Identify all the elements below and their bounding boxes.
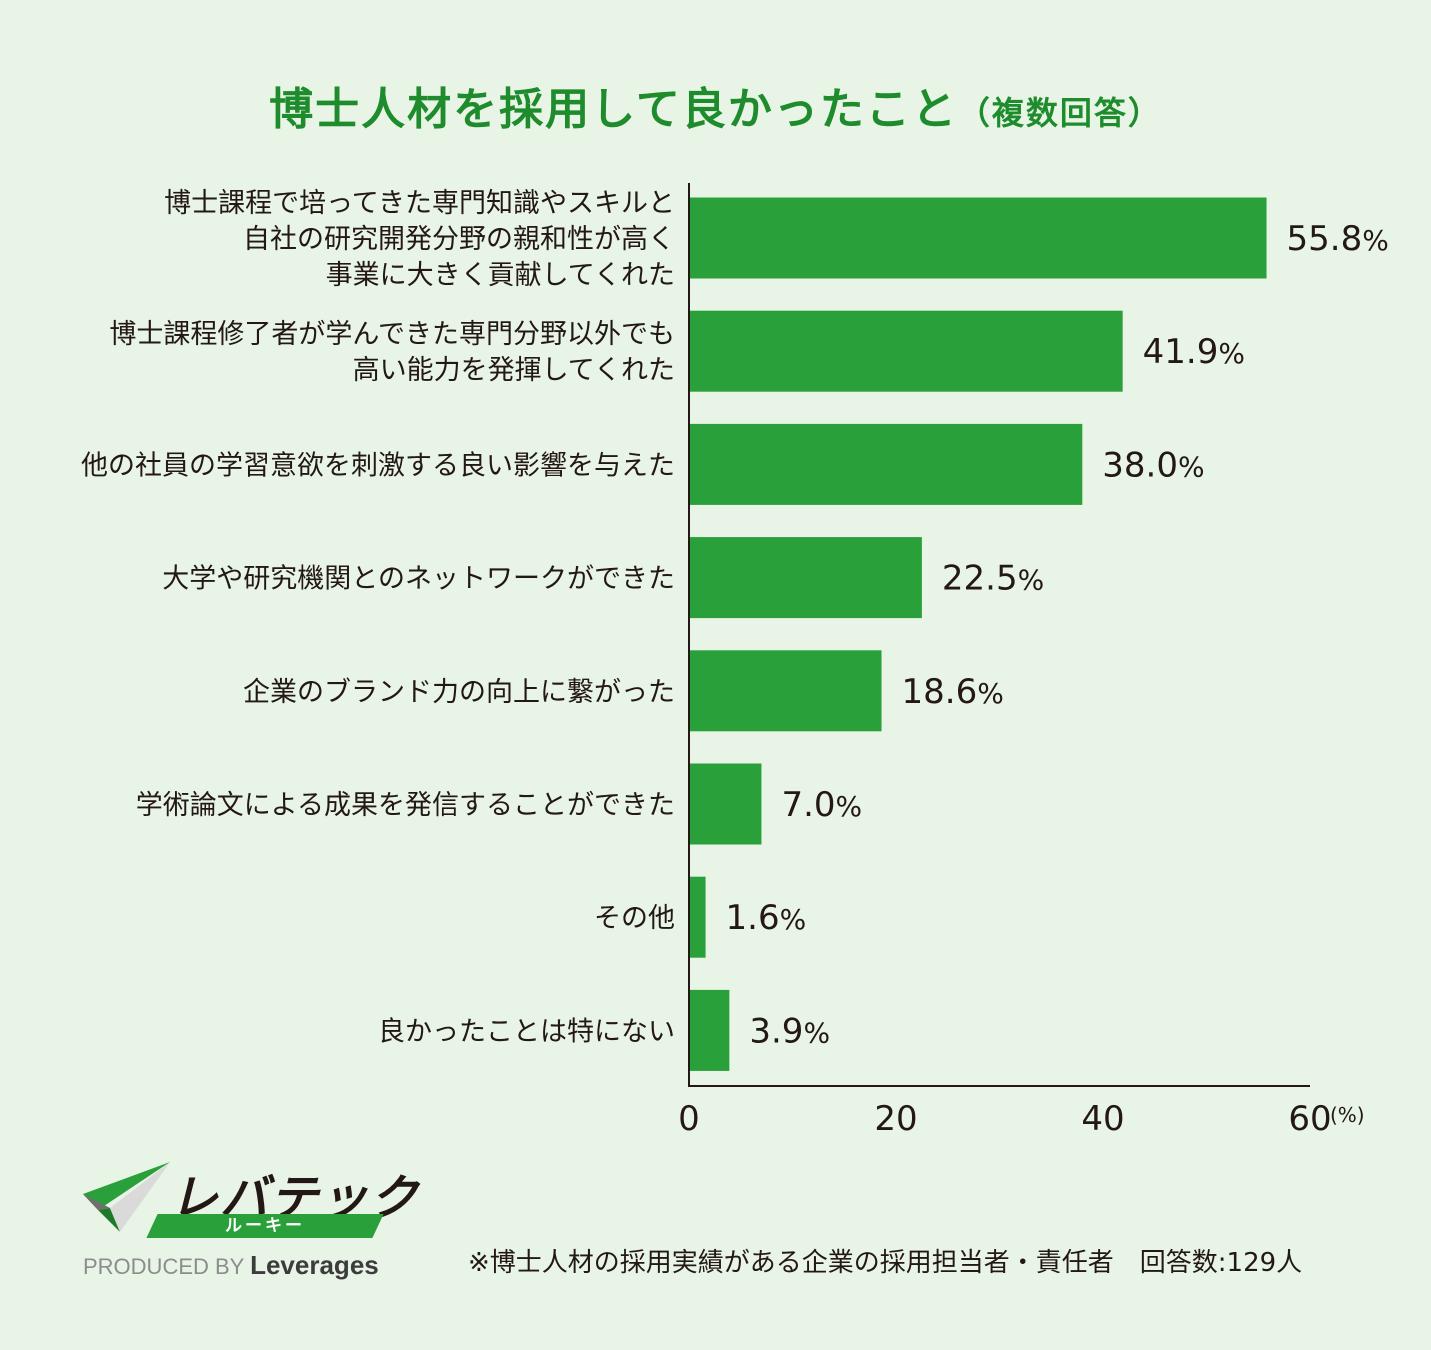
footnote: ※博士人材の採用実績がある企業の採用担当者・責任者 回答数:129人 — [468, 1248, 1303, 1278]
bar-chart: 55.8% 博士課程で培ってきた専門知識やスキルと自社の研究開発分野の親和性が高く… — [81, 183, 1389, 1139]
value-label: 41.9% — [1143, 332, 1245, 372]
category-label: 博士課程で培ってきた専門知識やスキルと自社の研究開発分野の親和性が高く事業に大き… — [164, 188, 675, 291]
produced-by: PRODUCED BY Leverages — [83, 1250, 379, 1281]
bar — [689, 197, 1267, 279]
category-label: 良かったことは特にない — [378, 1016, 675, 1047]
category-label: 博士課程修了者が学んできた専門分野以外でも高い能力を発揮してくれた — [109, 319, 675, 386]
produced-by-label: PRODUCED BY — [83, 1254, 244, 1279]
x-tick-label: 0 — [678, 1099, 700, 1139]
bar — [689, 876, 706, 958]
chart-title: 博士人材を採用して良かったこと（複数回答） — [0, 80, 1431, 143]
value-label: 3.9% — [749, 1011, 830, 1051]
brand-logo: レバテック ルーキー PRODUCED BY Leverages — [80, 1160, 418, 1290]
category-label: 他の社員の学習意欲を刺激する良い影響を与えた — [81, 450, 675, 481]
category-label: 大学や研究機関とのネットワークができた — [162, 564, 675, 595]
brand-sub: ルーキー — [225, 1216, 305, 1236]
value-label: 7.0% — [781, 785, 862, 825]
bar — [689, 989, 730, 1071]
bar — [689, 650, 882, 732]
bar — [689, 763, 762, 845]
value-label: 22.5% — [942, 559, 1044, 599]
x-tick-label: 60 — [1288, 1099, 1331, 1139]
value-label: 18.6% — [902, 672, 1004, 712]
bar — [689, 310, 1123, 392]
x-tick-label: 40 — [1081, 1099, 1124, 1139]
value-label: 55.8% — [1287, 219, 1389, 259]
x-axis-unit: (%) — [1330, 1103, 1365, 1127]
company-name: Leverages — [250, 1250, 379, 1280]
chart-title-main: 博士人材を採用して良かったこと — [269, 84, 958, 135]
category-label: その他 — [594, 903, 675, 934]
bar — [689, 423, 1083, 505]
checkmark-logo-icon — [83, 1162, 170, 1232]
category-label: 企業のブランド力の向上に繋がった — [243, 677, 675, 708]
brand-sub-banner: ルーキー — [146, 1214, 384, 1238]
category-label: 学術論文による成果を発信することができた — [136, 790, 675, 821]
chart-title-paren: （複数回答） — [957, 94, 1162, 132]
value-label: 38.0% — [1102, 445, 1204, 485]
bar — [689, 537, 922, 619]
value-label: 1.6% — [726, 898, 807, 938]
x-tick-label: 20 — [874, 1099, 917, 1139]
